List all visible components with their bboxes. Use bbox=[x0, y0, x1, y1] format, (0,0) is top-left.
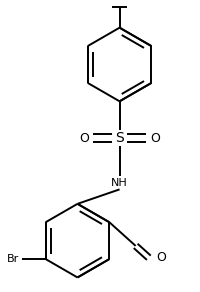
Text: Br: Br bbox=[7, 254, 19, 264]
Text: S: S bbox=[115, 131, 123, 145]
Text: NH: NH bbox=[111, 178, 127, 188]
Text: O: O bbox=[156, 251, 166, 264]
Text: O: O bbox=[149, 132, 159, 145]
Text: O: O bbox=[79, 132, 89, 145]
